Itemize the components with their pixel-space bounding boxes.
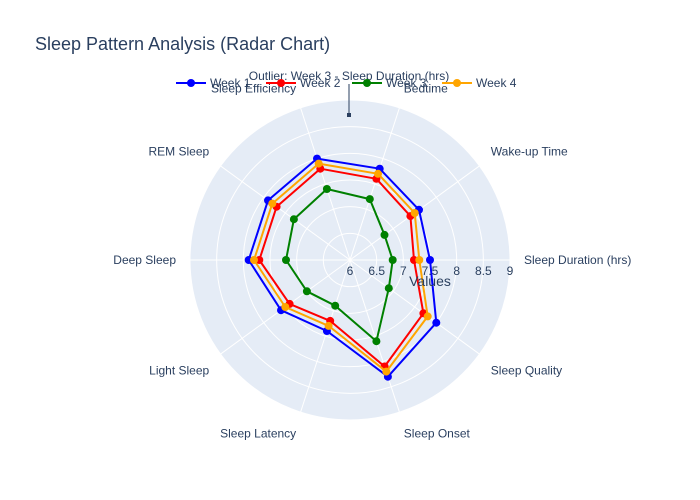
tick-label: 9 xyxy=(507,264,514,278)
tick-label: 8.5 xyxy=(475,264,492,278)
legend-item[interactable]: Week 2 xyxy=(266,76,341,90)
data-point xyxy=(281,303,290,311)
tick-label: 7 xyxy=(400,264,407,278)
data-point xyxy=(374,169,382,178)
data-point xyxy=(331,301,340,310)
annotation-marker xyxy=(347,113,351,117)
data-point xyxy=(250,256,258,264)
category-label: Sleep Onset xyxy=(404,427,471,441)
data-point xyxy=(268,199,277,208)
category-label: Sleep Duration (hrs) xyxy=(524,253,631,267)
legend[interactable]: Week 1 Week 2 Week 3 Week 4 xyxy=(176,76,517,90)
tick-label: 6.5 xyxy=(368,264,385,278)
data-point xyxy=(380,230,389,239)
legend-item[interactable]: Week 1 xyxy=(176,76,251,90)
legend-item[interactable]: Week 4 xyxy=(442,76,517,90)
legend-marker xyxy=(453,79,461,87)
series-week-4 xyxy=(250,159,432,376)
data-point xyxy=(282,256,290,264)
data-point xyxy=(410,209,419,217)
data-point xyxy=(384,284,393,293)
annotation: Outlier: Week 3 - Sleep Duration (hrs) xyxy=(249,69,450,117)
data-point xyxy=(322,185,331,193)
series-week-3 xyxy=(282,185,397,346)
data-point xyxy=(302,287,311,296)
annotation-text: Outlier: Week 3 - Sleep Duration (hrs) xyxy=(249,69,450,83)
radial-axis-title: Values xyxy=(409,273,451,289)
grid-spoke xyxy=(349,259,480,355)
chart-title: Sleep Pattern Analysis (Radar Chart) xyxy=(35,34,330,54)
data-point xyxy=(324,321,333,330)
data-point xyxy=(314,159,323,168)
category-labels: Sleep Duration (hrs) Wake-up Time Bedtime S… xyxy=(113,82,631,441)
radial-ticks: 6 6.5 7 7.5 8 8.5 9 xyxy=(347,264,514,278)
grid-spoke xyxy=(349,107,400,261)
grid-spoke xyxy=(220,165,351,261)
series-layer xyxy=(244,154,441,381)
grid-spoke xyxy=(300,107,351,261)
category-label: Deep Sleep xyxy=(113,253,176,267)
legend-item[interactable]: Week 3 xyxy=(352,76,427,90)
category-label: REM Sleep xyxy=(148,145,209,159)
tick-label: 7.5 xyxy=(422,264,439,278)
data-point xyxy=(388,256,397,264)
tick-label: 8 xyxy=(453,264,460,278)
category-label: Light Sleep xyxy=(149,363,209,377)
legend-label: Week 2 xyxy=(300,76,341,90)
data-point xyxy=(415,256,424,264)
data-point xyxy=(423,312,432,321)
data-point xyxy=(365,195,374,204)
category-label: Bedtime xyxy=(404,82,448,96)
grid-spoke xyxy=(300,259,351,413)
legend-marker xyxy=(277,79,285,87)
category-label: Sleep Quality xyxy=(491,363,562,377)
data-point xyxy=(382,367,391,376)
category-label: Sleep Latency xyxy=(220,427,296,441)
data-point xyxy=(289,215,298,224)
legend-marker xyxy=(363,79,371,87)
data-point xyxy=(432,318,441,327)
category-label: Wake-up Time xyxy=(491,145,568,159)
legend-label: Week 4 xyxy=(476,76,517,90)
category-label: Sleep Efficiency xyxy=(211,82,296,96)
legend-label: Week 3 xyxy=(386,76,427,90)
tick-label: 6 xyxy=(347,264,354,278)
legend-marker xyxy=(187,79,195,87)
data-point xyxy=(426,256,434,264)
grid-spoke xyxy=(349,259,400,413)
data-point xyxy=(372,337,381,346)
legend-label: Week 1 xyxy=(210,76,251,90)
